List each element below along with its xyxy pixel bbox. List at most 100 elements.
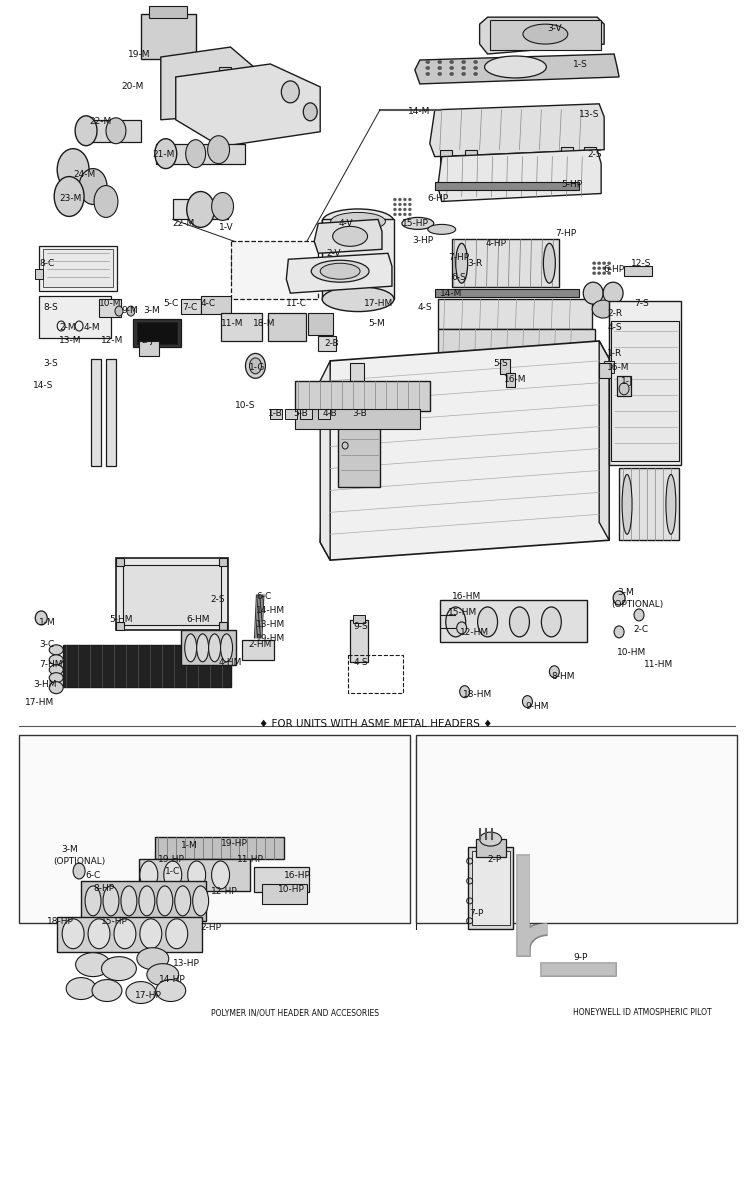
Text: 12-S: 12-S bbox=[631, 259, 651, 269]
Bar bbox=[468, 847, 514, 929]
Bar bbox=[348, 655, 403, 692]
Text: HONEYWELL ID ATMOSPHERIC PILOT: HONEYWELL ID ATMOSPHERIC PILOT bbox=[573, 1008, 712, 1018]
Text: 7-P: 7-P bbox=[470, 908, 484, 918]
Ellipse shape bbox=[311, 260, 369, 282]
Text: 15-HM: 15-HM bbox=[447, 608, 477, 617]
Ellipse shape bbox=[399, 208, 402, 211]
Text: 11-HM: 11-HM bbox=[644, 660, 673, 668]
Ellipse shape bbox=[102, 956, 136, 980]
Ellipse shape bbox=[62, 919, 84, 949]
Text: 3-HM: 3-HM bbox=[33, 679, 56, 689]
Text: 5-C: 5-C bbox=[162, 299, 178, 308]
Bar bbox=[490, 20, 601, 50]
Text: 6-C: 6-C bbox=[256, 592, 271, 601]
Polygon shape bbox=[415, 54, 619, 84]
Text: POLYMER IN/OUT HEADER AND ACCESORIES: POLYMER IN/OUT HEADER AND ACCESORIES bbox=[211, 1008, 378, 1018]
Text: 7-HP: 7-HP bbox=[555, 229, 577, 239]
Text: 7-HM: 7-HM bbox=[39, 660, 62, 668]
Ellipse shape bbox=[185, 634, 197, 661]
Ellipse shape bbox=[75, 115, 97, 145]
Text: 4-V: 4-V bbox=[338, 220, 353, 228]
Text: 7-S: 7-S bbox=[634, 299, 649, 308]
Text: 19-HM: 19-HM bbox=[256, 634, 286, 643]
Ellipse shape bbox=[456, 622, 467, 634]
Ellipse shape bbox=[331, 212, 386, 230]
Text: (OPTIONAL): (OPTIONAL) bbox=[53, 857, 105, 866]
Ellipse shape bbox=[602, 266, 606, 270]
Ellipse shape bbox=[478, 607, 498, 637]
Bar bbox=[231, 241, 318, 299]
Text: 19-M: 19-M bbox=[128, 50, 150, 59]
Ellipse shape bbox=[49, 673, 63, 683]
Ellipse shape bbox=[544, 244, 555, 283]
Ellipse shape bbox=[510, 607, 529, 637]
Polygon shape bbox=[287, 253, 392, 293]
Bar bbox=[180, 299, 201, 314]
Ellipse shape bbox=[403, 208, 406, 211]
Bar bbox=[231, 253, 299, 281]
Text: ♦ FOR UNITS WITH ASME METAL HEADERS ♦: ♦ FOR UNITS WITH ASME METAL HEADERS ♦ bbox=[259, 719, 493, 728]
Bar bbox=[116, 622, 124, 630]
Polygon shape bbox=[430, 104, 604, 157]
Ellipse shape bbox=[622, 474, 632, 534]
Bar bbox=[499, 359, 510, 374]
Bar bbox=[465, 150, 477, 168]
Ellipse shape bbox=[106, 118, 126, 144]
Ellipse shape bbox=[474, 66, 478, 70]
Text: 4-B: 4-B bbox=[322, 409, 337, 418]
Ellipse shape bbox=[450, 66, 453, 70]
Text: 9-P: 9-P bbox=[573, 953, 587, 961]
Ellipse shape bbox=[57, 149, 89, 191]
Ellipse shape bbox=[446, 607, 465, 637]
Ellipse shape bbox=[456, 244, 468, 283]
Ellipse shape bbox=[438, 60, 441, 64]
Ellipse shape bbox=[402, 217, 434, 229]
Ellipse shape bbox=[79, 168, 107, 204]
Ellipse shape bbox=[614, 626, 624, 638]
Bar bbox=[435, 181, 579, 190]
Text: 9-M: 9-M bbox=[121, 306, 138, 316]
Bar bbox=[308, 313, 333, 335]
Text: 7-HP: 7-HP bbox=[447, 253, 468, 263]
Bar bbox=[599, 362, 611, 378]
Ellipse shape bbox=[408, 203, 411, 206]
Ellipse shape bbox=[541, 607, 561, 637]
Text: 17-HM: 17-HM bbox=[364, 299, 393, 308]
Ellipse shape bbox=[140, 919, 162, 949]
Text: 8-HM: 8-HM bbox=[551, 672, 575, 680]
Text: 14-S: 14-S bbox=[33, 380, 53, 390]
Ellipse shape bbox=[634, 608, 644, 620]
Bar bbox=[300, 409, 312, 419]
Ellipse shape bbox=[126, 982, 156, 1003]
Bar bbox=[452, 239, 559, 287]
Text: 24-M: 24-M bbox=[73, 169, 96, 179]
Ellipse shape bbox=[85, 886, 101, 916]
Polygon shape bbox=[320, 341, 609, 560]
Bar bbox=[106, 359, 116, 467]
Bar bbox=[561, 146, 573, 164]
Text: 11-M: 11-M bbox=[220, 319, 243, 328]
Ellipse shape bbox=[403, 203, 406, 206]
Bar bbox=[35, 269, 43, 280]
Bar bbox=[440, 600, 587, 642]
Text: 13-S: 13-S bbox=[579, 110, 600, 119]
Ellipse shape bbox=[115, 306, 123, 316]
Polygon shape bbox=[161, 47, 265, 120]
Text: 5-S: 5-S bbox=[493, 359, 508, 368]
Ellipse shape bbox=[523, 24, 568, 44]
Text: 6-HP: 6-HP bbox=[428, 193, 449, 203]
Text: 3-V: 3-V bbox=[547, 24, 562, 34]
Text: 3-R: 3-R bbox=[468, 259, 483, 269]
Bar bbox=[296, 380, 430, 410]
Bar bbox=[254, 868, 309, 892]
Ellipse shape bbox=[408, 208, 411, 211]
Ellipse shape bbox=[103, 886, 119, 916]
Text: 19-HP: 19-HP bbox=[158, 856, 185, 864]
Ellipse shape bbox=[208, 136, 229, 163]
Text: 1-S: 1-S bbox=[573, 60, 588, 70]
Ellipse shape bbox=[250, 358, 262, 374]
Ellipse shape bbox=[462, 60, 465, 64]
Text: 5-M: 5-M bbox=[368, 319, 385, 328]
Text: 19-HP: 19-HP bbox=[220, 839, 247, 848]
Text: 16-HP: 16-HP bbox=[284, 871, 311, 880]
